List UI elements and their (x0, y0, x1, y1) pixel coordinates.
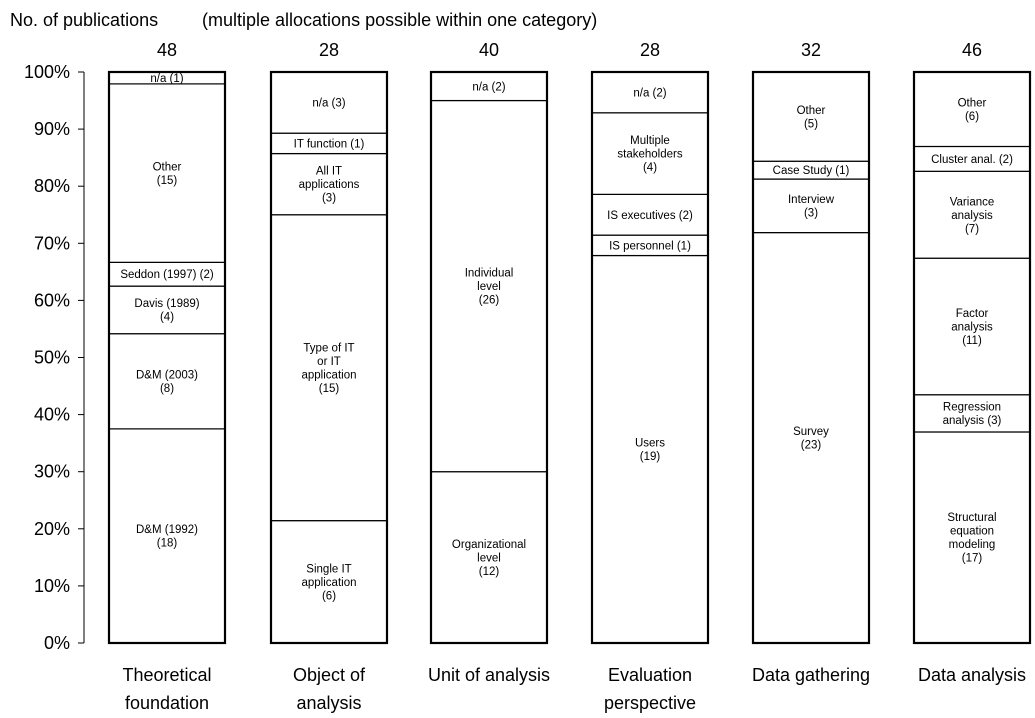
segment-label: level (477, 281, 501, 293)
segment-label: (26) (479, 295, 500, 307)
segment-label: (6) (322, 590, 336, 602)
y-tick-label: 80% (34, 176, 70, 196)
y-tick-label: 30% (34, 462, 70, 482)
segment-label: Individual (465, 268, 514, 280)
segment-label: (19) (640, 451, 661, 463)
segment-label: (4) (643, 162, 657, 174)
y-tick-label: 90% (34, 119, 70, 139)
category-label: Data analysis (918, 665, 1026, 685)
category-label: foundation (125, 693, 209, 713)
category-label: perspective (604, 693, 696, 713)
segment-label: Other (958, 97, 987, 109)
segment-label: analysis (951, 321, 993, 333)
segment-label: application (302, 577, 357, 589)
segment-label: application (302, 369, 357, 381)
y-tick-label: 20% (34, 519, 70, 539)
segment-label: n/a (2) (472, 81, 505, 93)
segment-label: IS personnel (1) (609, 240, 691, 252)
bars: D&M (1992) (18) D&M (2003)(8) Davis (1989) (… (109, 40, 1030, 643)
segment-label: Users (635, 438, 665, 450)
segment-label: Seddon (1997) (2) (120, 269, 214, 281)
total-label: 32 (801, 40, 821, 60)
chart-title: No. of publications (10, 10, 158, 30)
segment-label: Variance (950, 196, 995, 208)
total-label: 40 (479, 40, 499, 60)
segment-label: Davis (1989) (134, 298, 199, 310)
segment-label: (18) (157, 538, 178, 550)
segment-label: modeling (949, 539, 996, 551)
segment-label: Other (153, 161, 182, 173)
segment-label: stakeholders (617, 149, 682, 161)
segment-label: Regression (943, 402, 1001, 414)
segment-label: Survey (793, 426, 829, 438)
total-label: 48 (157, 40, 177, 60)
y-tick-label: 40% (34, 405, 70, 425)
segment-label: Single IT (306, 563, 351, 575)
segment-label: (4) (160, 312, 174, 324)
segment-label: Type of IT (303, 342, 354, 354)
segment-label: (8) (160, 383, 174, 395)
category-label: Object of (293, 665, 366, 685)
segment-label: (15) (319, 383, 340, 395)
y-tick-label: 0% (44, 633, 70, 653)
segment-label: All IT (316, 166, 342, 178)
segment-label: (12) (479, 566, 500, 578)
segment-label: n/a (2) (633, 87, 666, 99)
segment-label: Structural (947, 512, 996, 524)
y-tick-label: 50% (34, 348, 70, 368)
category-label: Unit of analysis (428, 665, 550, 685)
chart-subtitle: (multiple allocations possible within on… (202, 10, 597, 30)
y-axis-ticks: 0% 10% 20% 30% 40% 50% 60% 70% 80% 90% 100% (24, 62, 84, 653)
segment-label: (5) (804, 118, 818, 130)
segment-label: (11) (962, 335, 982, 347)
y-tick-label: 100% (24, 62, 70, 82)
bar-group: Survey (23) Interview (3) Case Study (1) Othe… (753, 40, 869, 643)
category-label: analysis (296, 693, 361, 713)
segment-label: equation (950, 526, 994, 538)
total-label: 46 (962, 40, 982, 60)
segment-label: (3) (322, 193, 336, 205)
segment-label: Cluster anal. (2) (931, 154, 1013, 166)
segment-label: (7) (965, 223, 979, 235)
segment-label: (3) (804, 208, 818, 220)
y-tick-label: 70% (34, 233, 70, 253)
segment-label: (15) (157, 175, 178, 187)
segment-label: Multiple (630, 135, 670, 147)
segment-label: or IT (317, 356, 341, 368)
category-label: Evaluation (608, 665, 692, 685)
bar-group: D&M (1992) (18) D&M (2003)(8) Davis (1989) (… (109, 40, 225, 643)
segment-label: Organizational (452, 539, 526, 551)
segment-label: analysis (3) (943, 415, 1002, 427)
bar-group: Organizationallevel(12)Individuallevel(2… (431, 40, 547, 643)
bar-group: Users(19) IS personnel (1) IS executives (… (592, 40, 708, 643)
segment-label: IT function (1) (294, 138, 365, 150)
y-tick-label: 10% (34, 576, 70, 596)
segment-label: Interview (788, 194, 835, 206)
segment-label: IS executives (2) (607, 210, 693, 222)
segment-label: (23) (801, 440, 822, 452)
total-label: 28 (640, 40, 660, 60)
y-tick-label: 60% (34, 290, 70, 310)
category-label: Data gathering (752, 665, 870, 685)
segment-label: Case Study (1) (773, 165, 850, 177)
segment-label: level (477, 552, 501, 564)
segment-label: analysis (951, 210, 993, 222)
segment-label: D&M (2003) (136, 370, 198, 382)
segment-label: applications (299, 179, 360, 191)
segment-label: Other (797, 105, 826, 117)
category-label: Theoretical (122, 665, 211, 685)
category-labels: Theoretical foundation Object of analysis Un… (122, 665, 1026, 713)
segment-label: (17) (962, 553, 983, 565)
segment-label: Factor (956, 308, 989, 320)
segment-label: D&M (1992) (136, 524, 198, 536)
segment-label: (6) (965, 111, 979, 123)
segment-label: n/a (1) (150, 73, 183, 85)
total-label: 28 (319, 40, 339, 60)
segment-label: n/a (3) (312, 98, 345, 110)
